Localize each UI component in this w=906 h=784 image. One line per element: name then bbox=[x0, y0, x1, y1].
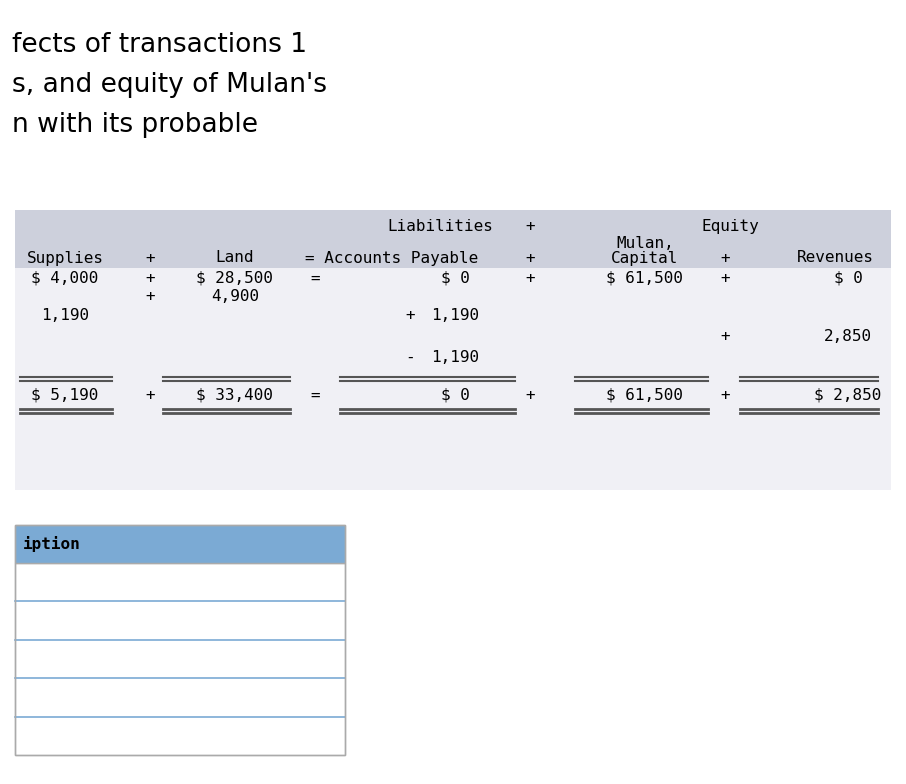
Text: $ 61,500: $ 61,500 bbox=[606, 270, 683, 285]
Text: Revenues: Revenues bbox=[796, 251, 873, 266]
Text: =: = bbox=[310, 270, 320, 285]
Text: fects of transactions 1: fects of transactions 1 bbox=[12, 32, 307, 58]
Text: +: + bbox=[720, 251, 730, 266]
Text: Capital: Capital bbox=[612, 251, 679, 266]
Text: 1,190: 1,190 bbox=[431, 350, 479, 365]
Text: -: - bbox=[405, 350, 415, 365]
Text: = Accounts Payable: = Accounts Payable bbox=[305, 251, 478, 266]
Text: Liabilities: Liabilities bbox=[387, 219, 493, 234]
Text: Supplies: Supplies bbox=[26, 251, 103, 266]
Text: $ 28,500: $ 28,500 bbox=[197, 270, 274, 285]
Text: Land: Land bbox=[216, 251, 255, 266]
Text: $ 61,500: $ 61,500 bbox=[606, 387, 683, 402]
Text: $ 0: $ 0 bbox=[440, 270, 469, 285]
Text: +: + bbox=[145, 289, 155, 303]
Text: +: + bbox=[525, 219, 535, 234]
Bar bbox=[15, 210, 891, 268]
Text: +: + bbox=[720, 270, 730, 285]
Text: 1,190: 1,190 bbox=[431, 307, 479, 322]
Bar bbox=[15, 563, 345, 755]
Text: s, and equity of Mulan's: s, and equity of Mulan's bbox=[12, 72, 327, 98]
Text: 2,850: 2,850 bbox=[824, 328, 872, 343]
Bar bbox=[15, 525, 345, 563]
Text: +: + bbox=[145, 387, 155, 402]
Text: +: + bbox=[405, 307, 415, 322]
Text: +: + bbox=[525, 251, 535, 266]
Text: +: + bbox=[525, 387, 535, 402]
Text: Equity: Equity bbox=[701, 219, 759, 234]
Text: $ 4,000: $ 4,000 bbox=[32, 270, 99, 285]
Text: Mulan,: Mulan, bbox=[616, 235, 674, 251]
Text: =: = bbox=[310, 387, 320, 402]
Text: +: + bbox=[145, 251, 155, 266]
Text: +: + bbox=[145, 270, 155, 285]
Bar bbox=[15, 268, 891, 490]
Bar bbox=[15, 210, 891, 490]
Text: +: + bbox=[525, 270, 535, 285]
Text: $ 33,400: $ 33,400 bbox=[197, 387, 274, 402]
Text: $ 0: $ 0 bbox=[834, 270, 863, 285]
Text: iption: iption bbox=[23, 536, 81, 552]
Text: $ 5,190: $ 5,190 bbox=[32, 387, 99, 402]
Bar bbox=[15, 525, 345, 755]
Text: n with its probable: n with its probable bbox=[12, 112, 258, 138]
Text: $ 2,850: $ 2,850 bbox=[814, 387, 882, 402]
Text: +: + bbox=[720, 328, 730, 343]
Text: 4,900: 4,900 bbox=[211, 289, 259, 303]
Text: 1,190: 1,190 bbox=[41, 307, 89, 322]
Text: $ 0: $ 0 bbox=[440, 387, 469, 402]
Text: +: + bbox=[720, 387, 730, 402]
